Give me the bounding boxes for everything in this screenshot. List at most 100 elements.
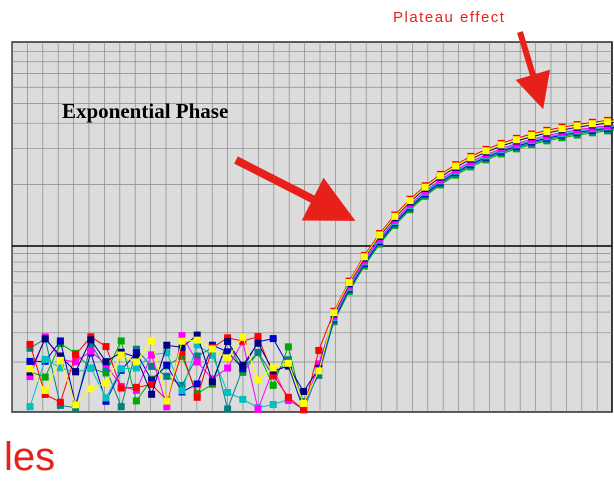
curve-marker xyxy=(41,335,49,343)
curve-marker xyxy=(87,385,95,393)
curve-marker xyxy=(239,333,247,341)
curve-marker xyxy=(254,405,262,413)
curve-marker xyxy=(239,395,247,403)
exponential-label: Exponential Phase xyxy=(62,99,228,123)
curve-marker xyxy=(148,337,156,345)
curve-marker xyxy=(543,128,551,136)
curve-marker xyxy=(528,131,536,139)
curve-marker xyxy=(604,118,612,126)
curve-marker xyxy=(72,351,80,359)
curve-marker xyxy=(102,369,110,377)
curve-marker xyxy=(132,345,140,353)
curve-marker xyxy=(163,361,171,369)
curve-marker xyxy=(300,387,308,395)
curve-marker xyxy=(132,383,140,391)
curve-marker xyxy=(269,381,277,389)
plateau-label: Plateau effect xyxy=(393,9,505,26)
curve-marker xyxy=(56,352,64,360)
curve-marker xyxy=(284,343,292,351)
curve-marker xyxy=(178,332,186,340)
grid xyxy=(11,41,612,413)
curve-marker xyxy=(72,368,80,376)
curve-marker xyxy=(193,352,201,360)
curve-marker xyxy=(193,341,201,349)
curve-marker xyxy=(239,365,247,373)
curve xyxy=(29,120,614,406)
curve-marker xyxy=(132,349,140,357)
curve-marker xyxy=(224,354,232,362)
curve-marker xyxy=(224,337,232,345)
curve-marker xyxy=(56,398,64,406)
curve-marker xyxy=(588,120,596,128)
curve-marker xyxy=(163,403,171,411)
curve-marker xyxy=(193,331,201,339)
curve-marker xyxy=(512,136,520,144)
curve-marker xyxy=(41,386,49,394)
curve-marker xyxy=(102,358,110,366)
curve-marker xyxy=(163,341,171,349)
curve-marker xyxy=(224,334,232,342)
curve-marker xyxy=(300,406,308,414)
curve-marker xyxy=(315,346,323,354)
curve-marker xyxy=(178,343,186,351)
curve-marker xyxy=(26,340,34,348)
curve-marker xyxy=(254,376,262,384)
curve-marker xyxy=(41,355,49,363)
curve-marker xyxy=(193,380,201,388)
curve-marker xyxy=(436,172,444,180)
curve-marker xyxy=(132,397,140,405)
curve-marker xyxy=(376,231,384,239)
curve-marker xyxy=(315,371,323,379)
curve-marker xyxy=(102,394,110,402)
curve-marker xyxy=(117,351,125,359)
curve-marker xyxy=(178,337,186,345)
curve-marker xyxy=(56,364,64,372)
curve-marker xyxy=(239,361,247,369)
curve-marker xyxy=(224,405,232,413)
curve-marker xyxy=(117,337,125,345)
curve-marker xyxy=(72,358,80,366)
curve-marker xyxy=(208,351,216,359)
curve-marker xyxy=(269,335,277,343)
curve-marker xyxy=(284,356,292,364)
curve-marker xyxy=(224,364,232,372)
curve-marker xyxy=(117,365,125,373)
curve-marker xyxy=(254,333,262,341)
curve-marker xyxy=(26,373,34,381)
curve-marker xyxy=(193,358,201,366)
curves xyxy=(26,116,614,414)
curve-marker xyxy=(117,384,125,392)
curve-marker xyxy=(148,376,156,384)
curve-marker xyxy=(87,340,95,348)
curve-marker xyxy=(315,367,323,375)
curve-marker xyxy=(26,357,34,365)
curve-marker xyxy=(269,371,277,379)
curve-marker xyxy=(132,353,140,361)
curve-marker xyxy=(467,154,475,162)
curve-marker xyxy=(345,278,353,286)
curve-marker xyxy=(87,336,95,344)
curve-marker xyxy=(330,309,338,317)
curve-marker xyxy=(254,339,262,347)
curve-marker xyxy=(41,373,49,381)
curve-marker xyxy=(178,352,186,360)
curve-marker xyxy=(178,381,186,389)
curve-marker xyxy=(558,125,566,133)
curve-marker xyxy=(102,364,110,372)
curve-marker xyxy=(193,393,201,401)
curve-marker xyxy=(315,360,323,368)
curve-marker xyxy=(178,387,186,395)
curve-marker xyxy=(148,381,156,389)
curve-marker xyxy=(406,197,414,205)
curve-marker xyxy=(163,397,171,405)
curve-marker xyxy=(26,344,34,352)
curve-marker xyxy=(208,345,216,353)
curve-marker xyxy=(224,348,232,356)
curve-marker xyxy=(132,358,140,366)
curve-marker xyxy=(41,390,49,398)
curve-marker xyxy=(254,348,262,356)
curve-marker xyxy=(26,403,34,411)
curve-marker xyxy=(360,253,368,261)
curve-marker xyxy=(239,368,247,376)
